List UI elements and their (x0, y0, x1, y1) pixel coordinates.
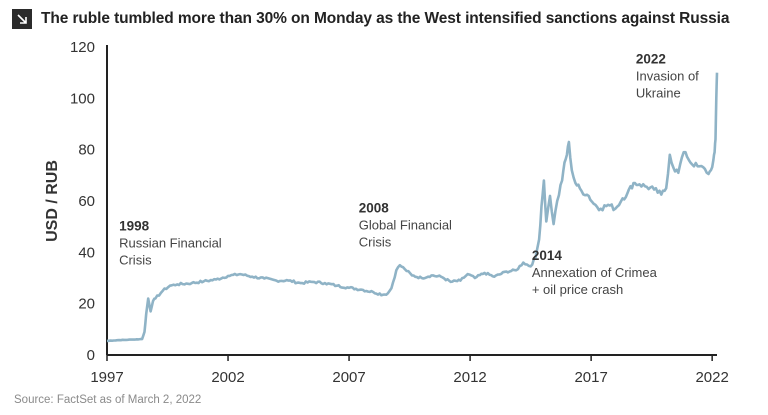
chart-title: The ruble tumbled more than 30% on Monda… (41, 10, 730, 27)
y-axis-label: USD / RUB (44, 160, 61, 242)
annotation-text-2022: Invasion of (636, 69, 699, 84)
y-tick-label: 20 (78, 296, 95, 313)
y-tick-label: 0 (87, 347, 95, 364)
annotation-text-2008: Crisis (359, 235, 392, 250)
annotation-year-2022: 2022 (636, 52, 666, 67)
y-tick-label: 40 (78, 244, 95, 261)
annotation-text-2022: Ukraine (636, 86, 681, 101)
source-note: Source: FactSet as of March 2, 2022 (14, 394, 202, 406)
annotation-text-1998: Russian Financial (119, 236, 222, 251)
x-tick-label: 2017 (574, 369, 607, 386)
y-tick-label: 80 (78, 142, 95, 159)
annotation-text-2014: Annexation of Crimea (532, 265, 658, 280)
annotation-text-2014: + oil price crash (532, 282, 623, 297)
x-tick-label: 2002 (211, 369, 244, 386)
arrow-down-right-icon (12, 9, 32, 29)
y-tick-label: 100 (70, 90, 95, 107)
series-line-usd-rub (106, 72, 719, 343)
annotation-year-2014: 2014 (532, 248, 563, 263)
annotation-text-2008: Global Financial (359, 218, 452, 233)
x-tick-label: 1997 (90, 369, 123, 386)
x-tick-label: 2022 (695, 369, 728, 386)
x-tick-label: 2012 (453, 369, 486, 386)
y-tick-label: 120 (70, 39, 95, 56)
annotation-year-1998: 1998 (119, 219, 150, 234)
chart-title-row: The ruble tumbled more than 30% on Monda… (12, 9, 729, 29)
annotation-year-2008: 2008 (359, 201, 390, 216)
y-tick-label: 60 (78, 193, 95, 210)
annotation-text-1998: Crisis (119, 253, 152, 268)
x-tick-label: 2007 (332, 369, 365, 386)
